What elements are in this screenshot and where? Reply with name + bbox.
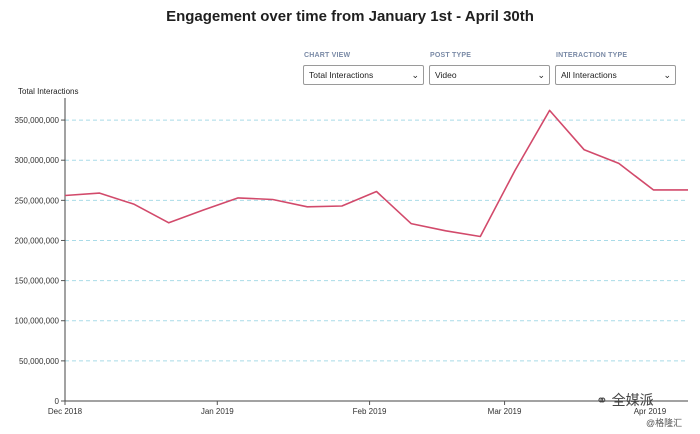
post-type-value: Video xyxy=(435,70,457,80)
x-tick-label: Jan 2019 xyxy=(201,407,234,416)
interaction-type-value: All Interactions xyxy=(561,70,617,80)
chart-view-label: CHART VIEW xyxy=(304,52,351,59)
y-tick-label: 150,000,000 xyxy=(15,277,60,286)
chevron-down-icon: ⌄ xyxy=(411,70,419,80)
watermark: ⚭ 全媒派 xyxy=(596,390,654,410)
x-tick-label: Feb 2019 xyxy=(353,407,387,416)
watermark-sub: @格隆汇 xyxy=(646,418,683,428)
y-axis-title: Total Interactions xyxy=(18,87,79,96)
x-tick-label: Apr 2019 xyxy=(634,407,667,416)
y-tick-label: 200,000,000 xyxy=(15,236,60,245)
post-type-select[interactable]: Video ⌄ xyxy=(429,65,550,85)
y-tick-label: 300,000,000 xyxy=(15,156,60,165)
interaction-type-label: INTERACTION TYPE xyxy=(556,52,628,59)
y-tick-label: 250,000,000 xyxy=(15,196,60,205)
chart-view-value: Total Interactions xyxy=(309,70,374,80)
y-tick-label: 100,000,000 xyxy=(15,317,60,326)
watermark-text: 全媒派 xyxy=(611,392,654,408)
y-tick-label: 50,000,000 xyxy=(19,357,60,366)
y-tick-label: 350,000,000 xyxy=(15,116,60,125)
interaction-type-select[interactable]: All Interactions ⌄ xyxy=(555,65,676,85)
x-tick-label: Mar 2019 xyxy=(488,407,522,416)
chart-title: Engagement over time from January 1st - … xyxy=(166,8,534,25)
chevron-down-icon: ⌄ xyxy=(663,70,671,80)
x-tick-label: Dec 2018 xyxy=(48,407,83,416)
y-tick-label: 0 xyxy=(55,397,60,406)
series-line xyxy=(64,109,688,238)
chart-view-select[interactable]: Total Interactions ⌄ xyxy=(303,65,424,85)
chevron-down-icon: ⌄ xyxy=(537,70,545,80)
post-type-label: POST TYPE xyxy=(430,52,472,59)
wechat-icon: ⚭ xyxy=(596,392,608,408)
